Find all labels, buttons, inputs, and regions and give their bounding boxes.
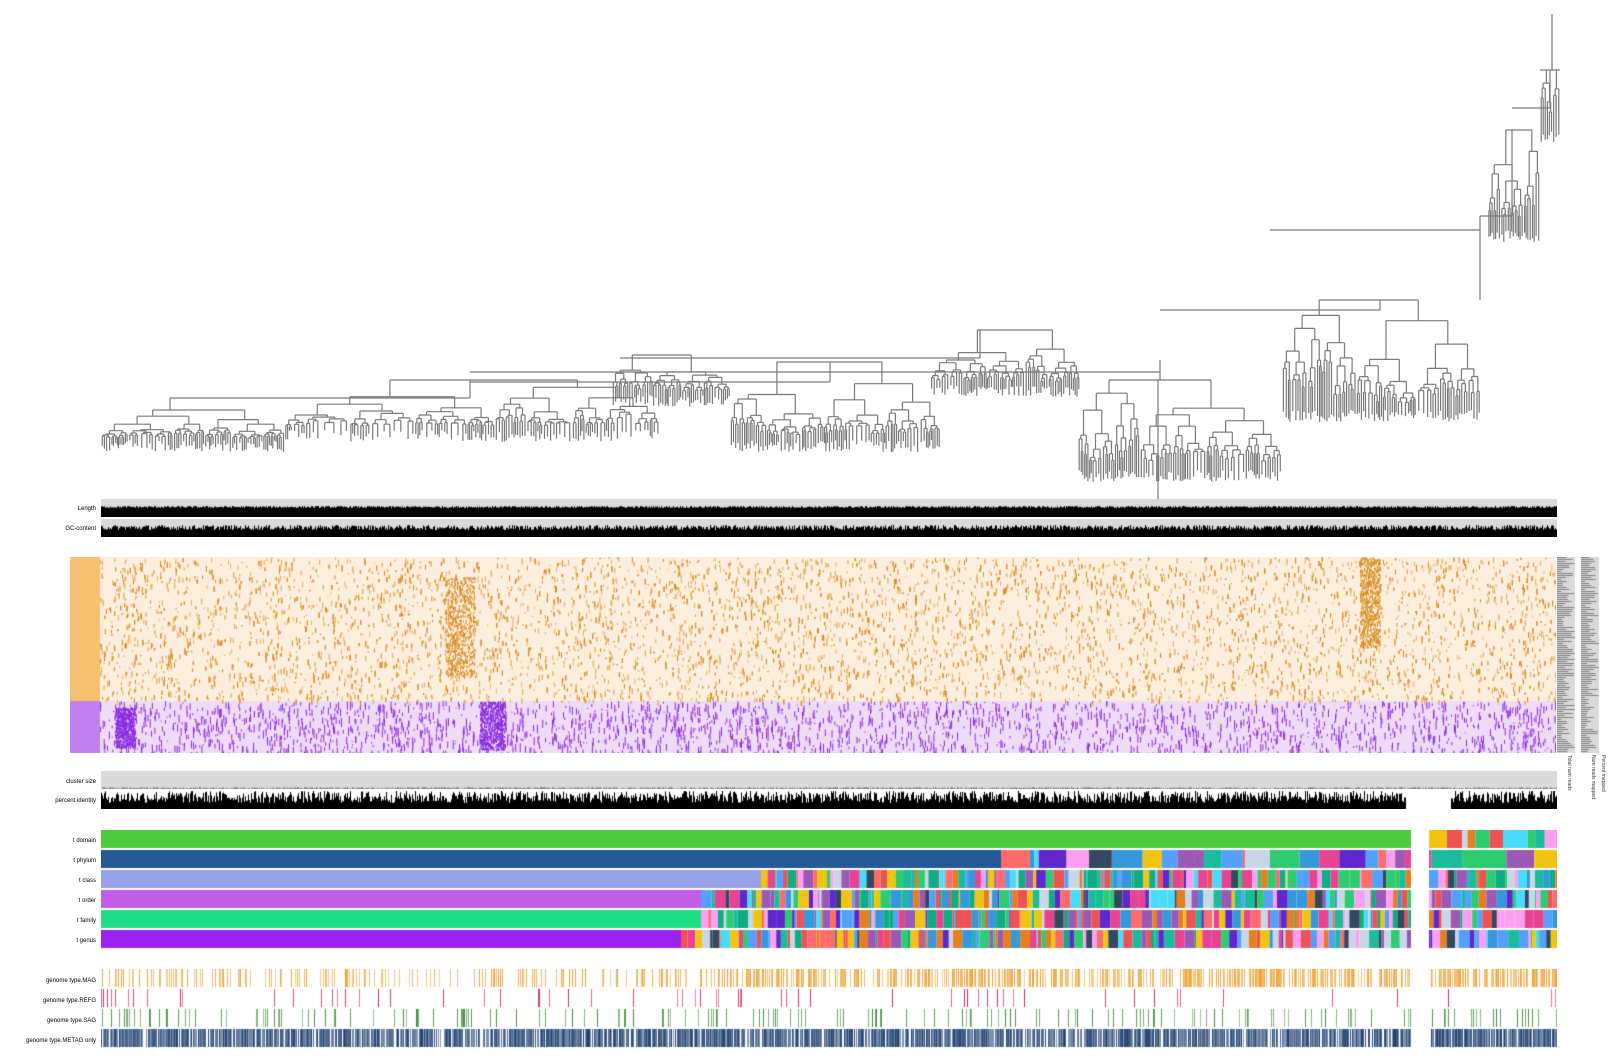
taxonomy-layers <box>101 830 1557 952</box>
t-genus-label: t genus <box>76 938 96 944</box>
length-layer <box>101 499 1557 517</box>
percent-identity-label: percent identity <box>55 798 96 804</box>
genome-type-metag-only-label: genome type.METAG only <box>26 1038 96 1044</box>
t-phylum-label: t phylum <box>73 858 96 864</box>
gc-content-layer <box>101 519 1557 537</box>
genome-type-mag-label: genome type.MAG <box>45 978 96 984</box>
t-order-label: t order <box>78 898 96 904</box>
total-num-reads-label: Total num reads <box>1566 755 1572 791</box>
dendrogram-branches <box>101 14 1560 500</box>
t-family-label: t family <box>76 918 96 924</box>
t-class-label: t class <box>78 878 96 884</box>
percent-mapped-label: Percent mapped <box>1600 755 1606 792</box>
length-label: Length <box>77 506 96 512</box>
num-reads-mapped-label: Num reads mapped <box>1590 755 1596 799</box>
genome-type-sag-label: genome type.SAG <box>46 1018 96 1024</box>
percent-identity-layer <box>101 791 1557 809</box>
cluster-size-label: cluster size <box>65 779 96 785</box>
sample-heatmap <box>70 557 1556 753</box>
cluster-size-layer <box>101 771 1557 789</box>
genome-type-refg-label: genome type.REFG <box>42 998 96 1004</box>
genome-type-layers <box>101 969 1557 1051</box>
gc-content-label: GC-content <box>65 526 96 532</box>
t-domain-label: t domain <box>72 838 96 844</box>
sample-stat-bars <box>1557 557 1607 753</box>
